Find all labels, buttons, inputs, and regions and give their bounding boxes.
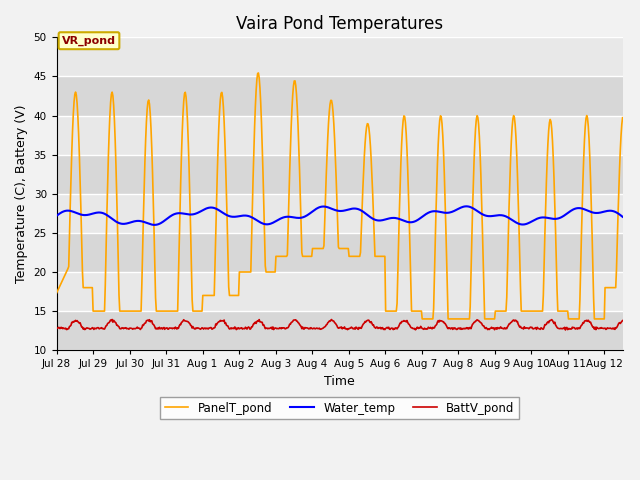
Water_temp [460, 204, 467, 210]
Water_temp [474, 208, 482, 214]
PanelT_pond [619, 115, 627, 120]
BattV_pond [132, 325, 140, 331]
BattV_pond [460, 326, 467, 332]
BattV_pond [473, 317, 481, 323]
PanelT_pond [295, 144, 303, 149]
Water_temp [619, 214, 627, 220]
Water_temp [132, 218, 140, 224]
Line: BattV_pond: BattV_pond [56, 320, 623, 330]
BattV_pond [316, 326, 324, 332]
BattV_pond [52, 325, 60, 331]
PanelT_pond [132, 308, 140, 314]
BattV_pond [561, 327, 569, 333]
Bar [56, 76, 623, 116]
Bar [56, 311, 623, 350]
PanelT_pond [474, 114, 482, 120]
Water_temp [52, 213, 60, 219]
Water_temp [463, 204, 470, 209]
PanelT_pond [55, 285, 63, 291]
Text: VR_pond: VR_pond [62, 36, 116, 46]
Water_temp [295, 215, 303, 221]
Line: Water_temp: Water_temp [56, 206, 623, 225]
BattV_pond [55, 324, 63, 330]
BattV_pond [295, 320, 303, 326]
Water_temp [151, 222, 159, 228]
Bar [56, 155, 623, 194]
PanelT_pond [52, 290, 60, 296]
Y-axis label: Temperature (C), Battery (V): Temperature (C), Battery (V) [15, 105, 28, 283]
BattV_pond [619, 318, 627, 324]
PanelT_pond [316, 246, 324, 252]
Water_temp [316, 204, 324, 210]
Title: Vaira Pond Temperatures: Vaira Pond Temperatures [236, 15, 443, 33]
Water_temp [55, 211, 63, 217]
PanelT_pond [255, 70, 262, 76]
PanelT_pond [460, 316, 468, 322]
X-axis label: Time: Time [324, 375, 355, 388]
PanelT_pond [419, 316, 426, 322]
BattV_pond [108, 317, 116, 323]
Legend: PanelT_pond, Water_temp, BattV_pond: PanelT_pond, Water_temp, BattV_pond [160, 397, 519, 419]
Bar [56, 233, 623, 272]
Line: PanelT_pond: PanelT_pond [56, 73, 623, 319]
